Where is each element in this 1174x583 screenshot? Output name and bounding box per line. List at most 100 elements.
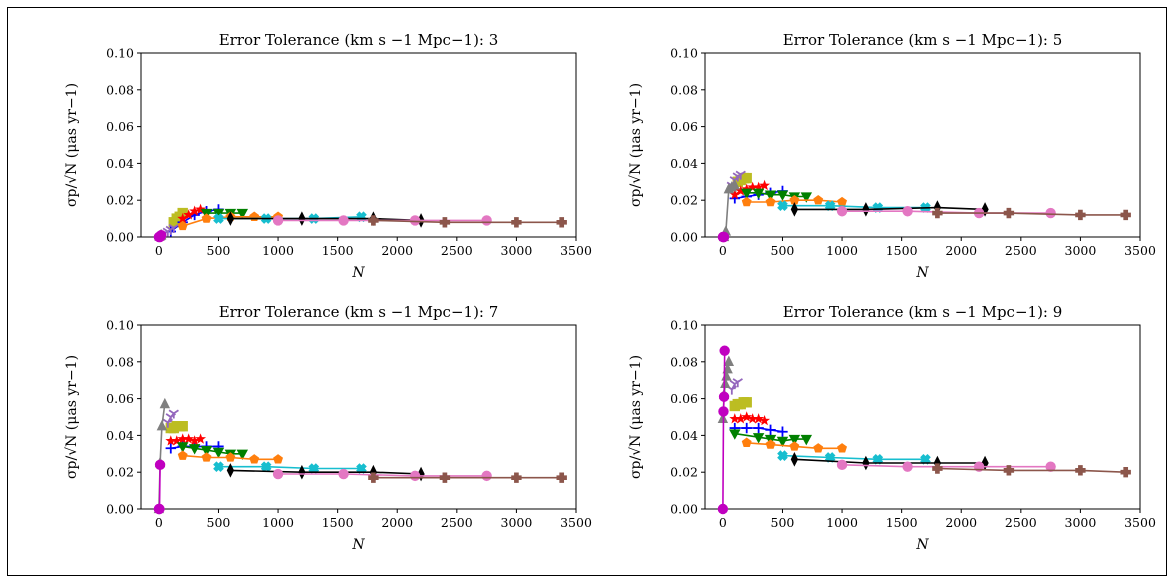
x-tick-label: 2500	[1005, 243, 1037, 258]
y-tick-label: 0.06	[670, 391, 698, 406]
data-point	[272, 468, 284, 480]
data-point	[189, 435, 201, 446]
data-point	[777, 426, 788, 437]
subplot-tol-5: Error Tolerance (km s −1 Mpc−1): 5 σp/√N…	[628, 31, 1156, 281]
data-point	[753, 181, 765, 192]
data-point	[409, 215, 421, 226]
data-point	[776, 190, 789, 201]
x-tick-label: 1500	[886, 515, 918, 530]
data-point	[800, 434, 813, 446]
data-point	[156, 419, 168, 431]
series	[741, 195, 848, 207]
data-point	[790, 202, 799, 217]
y-tick-label: 0.02	[670, 465, 698, 480]
series	[932, 463, 1131, 478]
data-point	[165, 435, 177, 446]
data-point	[1075, 465, 1086, 476]
data-point	[718, 406, 729, 417]
data-point	[872, 202, 884, 213]
series	[153, 229, 167, 243]
y-tick-label: 0.08	[670, 82, 698, 97]
series	[741, 437, 848, 453]
data-point	[932, 207, 943, 219]
y-tick-label: 0.08	[106, 82, 134, 97]
data-point	[338, 215, 349, 226]
data-point	[765, 424, 776, 436]
axes-frame	[140, 52, 577, 238]
data-point	[753, 413, 765, 424]
series	[777, 200, 931, 213]
y-tick-label: 0.06	[670, 119, 698, 134]
series-line	[230, 217, 422, 222]
series	[226, 463, 425, 482]
x-tick-label: 3500	[1124, 515, 1156, 530]
y-tick-label: 0.08	[106, 354, 134, 369]
data-point	[729, 188, 741, 200]
data-point	[759, 414, 771, 426]
data-point	[177, 220, 188, 231]
series	[162, 409, 179, 428]
x-tick-label: 3000	[501, 515, 533, 530]
data-point	[212, 208, 225, 220]
x-tick-label: 3500	[560, 515, 592, 530]
data-point	[1003, 465, 1015, 476]
data-point	[236, 208, 249, 220]
series-line	[722, 350, 726, 510]
data-point	[368, 472, 379, 483]
x-tick-label: 0	[719, 243, 727, 258]
data-point	[409, 470, 421, 482]
x-tick-label: 3000	[1065, 515, 1097, 530]
data-point	[338, 468, 349, 480]
series-line	[373, 219, 562, 224]
series	[176, 442, 249, 461]
x-tick-label: 3000	[501, 243, 533, 258]
data-point	[717, 503, 729, 515]
subplot-title: Error Tolerance (km s −1 Mpc−1): 3	[219, 31, 499, 49]
data-point	[154, 459, 166, 471]
data-point	[735, 185, 747, 196]
data-point	[932, 463, 943, 474]
x-tick-label: 2500	[441, 515, 473, 530]
data-point	[800, 192, 813, 203]
data-point	[154, 503, 165, 515]
data-point	[1120, 209, 1131, 221]
data-point	[226, 463, 235, 478]
series	[153, 459, 166, 515]
data-point	[920, 453, 931, 465]
y-tick-label: 0.08	[670, 354, 698, 369]
y-tick-label: 0.00	[670, 230, 698, 245]
data-point	[759, 179, 771, 191]
series	[177, 450, 284, 464]
series	[932, 207, 1131, 221]
data-point	[156, 229, 167, 241]
data-point	[212, 447, 225, 459]
subplot-tol-7: Error Tolerance (km s −1 Mpc−1): 7 σp/√N…	[64, 303, 592, 553]
data-point	[813, 195, 824, 205]
data-point	[824, 452, 836, 463]
data-point	[718, 391, 730, 402]
data-point	[201, 452, 212, 462]
data-point	[862, 202, 870, 217]
data-point	[718, 231, 730, 243]
data-point	[735, 413, 747, 424]
data-point	[356, 211, 367, 223]
x-axis-label: N	[351, 537, 365, 553]
series-line	[782, 204, 926, 209]
data-point	[201, 213, 212, 223]
data-point	[790, 452, 799, 467]
data-point	[213, 461, 224, 473]
y-tick-label: 0.04	[106, 156, 134, 171]
data-point	[837, 196, 848, 207]
data-point	[723, 355, 735, 366]
data-point	[777, 200, 788, 212]
data-point	[752, 433, 765, 444]
y-tick-label: 0.02	[106, 193, 134, 208]
data-point	[902, 206, 913, 217]
series	[717, 345, 730, 515]
axes-frame	[704, 52, 1141, 238]
data-point	[165, 443, 176, 454]
data-point	[176, 442, 189, 453]
y-tick-label: 0.00	[106, 230, 134, 245]
data-point	[741, 411, 753, 422]
